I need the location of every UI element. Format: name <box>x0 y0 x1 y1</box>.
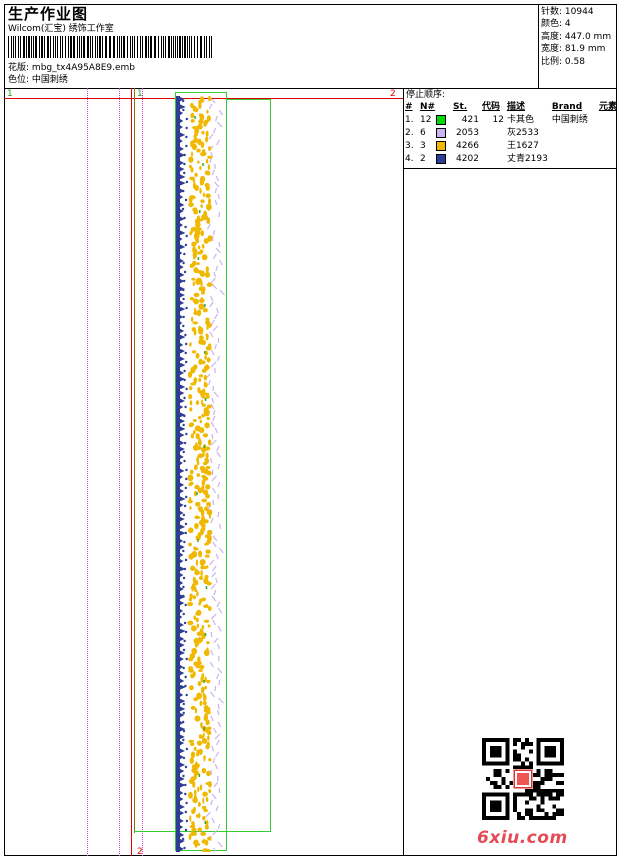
color-swatch <box>435 140 446 151</box>
needle-number: 6 <box>419 128 426 138</box>
needle-number: 12 <box>419 115 432 125</box>
col-code: 代码 <box>481 102 500 112</box>
row-element <box>599 153 620 166</box>
design-file: mbg_tx4A95A8E9.emb <box>31 63 135 73</box>
marker-hoop-bottom: 2 <box>137 847 143 857</box>
hoop-bottom-line <box>134 831 271 832</box>
needle-number: 3 <box>419 141 426 151</box>
color-table-row: 1. 12 421 12 卡其色 中国刺绣 <box>405 114 620 127</box>
company-name: Wilcom(汇宝) 绣饰工作室 <box>8 24 114 34</box>
guide-magenta-3 <box>142 88 143 856</box>
design-bounding-box <box>175 92 227 851</box>
color-table: # N# St. 代码 描述 Brand 元素 1. 12 421 12 卡其色 中国刺绣… <box>405 101 620 166</box>
color-table-row: 4. 2 4202 丈青2193 <box>405 153 620 166</box>
row-brand <box>552 153 599 166</box>
color-table-header: # N# St. 代码 描述 Brand 元素 <box>405 101 620 114</box>
guide-red-vertical <box>131 88 132 856</box>
colorway: 中国刺绣 <box>31 75 68 85</box>
row-element <box>599 140 620 153</box>
stat-width: 宽度: 81.9 mm <box>541 44 606 55</box>
col-description: 描述 <box>506 102 525 112</box>
row-description: 卡其色 <box>506 115 534 125</box>
row-code: 12 <box>492 115 504 125</box>
row-code <box>482 140 507 153</box>
colorway-row: 色位: 中国刺绣 <box>8 75 68 86</box>
col-element: 元素 <box>598 102 617 112</box>
watermark: 6xiu.com <box>477 828 568 848</box>
row-element <box>599 127 620 140</box>
row-description: 灰2533 <box>506 128 539 138</box>
color-swatch <box>435 114 446 125</box>
guide-magenta-2 <box>119 88 120 856</box>
page-title: 生产作业图 <box>8 5 89 23</box>
col-index: # <box>405 102 413 112</box>
row-description: 丈青2193 <box>506 154 548 164</box>
guide-olive-vertical <box>134 88 135 833</box>
row-needle: 3 <box>420 140 453 153</box>
color-swatch <box>435 127 446 138</box>
row-needle: 6 <box>420 127 453 140</box>
row-stitches: 4202 <box>456 154 479 164</box>
hoop-outline <box>227 99 271 832</box>
row-index: 3. <box>405 141 414 151</box>
marker-right-top: 2 <box>390 89 396 99</box>
row-brand <box>552 127 599 140</box>
qr-code-icon <box>482 738 564 820</box>
colorway-label: 色位: <box>8 75 30 85</box>
col-brand: Brand <box>551 102 583 112</box>
design-file-row: 花版: mbg_tx4A95A8E9.emb <box>8 63 135 74</box>
row-code <box>482 127 507 140</box>
row-brand: 中国刺绣 <box>551 115 588 125</box>
col-stitches: St. <box>452 102 468 112</box>
stats-divider <box>538 4 539 88</box>
stat-height: 高度: 447.0 mm <box>541 31 612 42</box>
header-divider <box>4 88 617 89</box>
color-table-row: 3. 3 4266 王1627 <box>405 140 620 153</box>
row-brand <box>552 140 599 153</box>
row-element <box>599 114 620 127</box>
row-index: 1. <box>405 115 414 125</box>
stat-scale: 比例: 0.58 <box>541 56 585 67</box>
row-stitches: 421 <box>461 115 479 125</box>
row-stitches: 4266 <box>456 141 479 151</box>
barcode-icon <box>8 36 212 58</box>
page-frame <box>4 4 617 856</box>
stat-colors: 颜色: 4 <box>541 19 571 30</box>
marker-hoop-top: 1 <box>137 89 143 99</box>
color-table-row: 2. 6 2053 灰2533 <box>405 127 620 140</box>
row-code <box>482 153 507 166</box>
row-index: 2. <box>405 128 414 138</box>
col-needle: N# <box>419 102 436 112</box>
guide-magenta-1 <box>87 88 88 856</box>
row-index: 4. <box>405 154 414 164</box>
marker-left-top: 1 <box>7 89 13 99</box>
row-needle: 12 <box>420 114 453 127</box>
needle-number: 2 <box>419 154 426 164</box>
embroidery-pattern <box>176 96 226 852</box>
panel-divider <box>403 88 404 856</box>
color-table-divider <box>403 168 617 169</box>
row-stitches: 2053 <box>456 128 479 138</box>
stat-stitches: 针数: 10944 <box>541 7 594 17</box>
stats-panel: 针数: 10944 颜色: 4 高度: 447.0 mm 宽度: 81.9 mm… <box>541 6 611 68</box>
design-file-label: 花版: <box>8 63 30 73</box>
color-swatch <box>435 153 446 164</box>
row-needle: 2 <box>420 153 453 166</box>
stop-sequence-heading: 停止顺序: <box>406 90 446 100</box>
row-description: 王1627 <box>506 141 539 151</box>
